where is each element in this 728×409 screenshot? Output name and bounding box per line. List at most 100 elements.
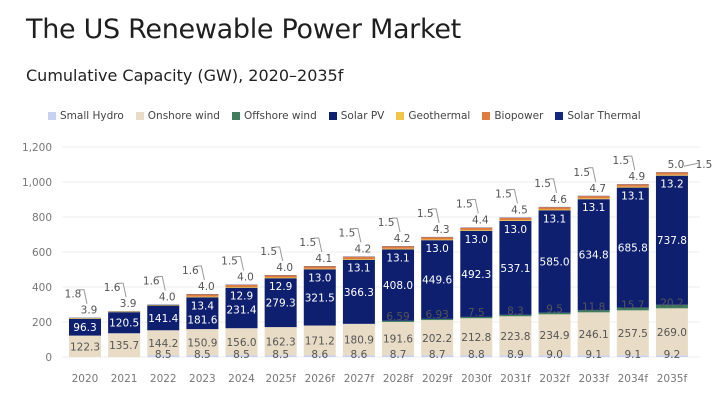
data-label-solar-thermal: 1.5 bbox=[378, 217, 395, 229]
data-label-small-hydro: 8.6 bbox=[311, 349, 328, 361]
data-label-solar-thermal: 1.5 bbox=[573, 167, 590, 179]
leader-line bbox=[352, 227, 362, 243]
data-label-geothermal: 4.2 bbox=[355, 243, 372, 255]
data-label-onshore-wind: 202.2 bbox=[422, 333, 452, 345]
bar-segment bbox=[225, 355, 258, 357]
bar-segment bbox=[147, 355, 180, 357]
bar-segment bbox=[147, 304, 180, 306]
legend-swatch bbox=[328, 112, 337, 120]
bar-segment bbox=[499, 314, 532, 317]
bar-segment bbox=[186, 297, 219, 330]
x-tick-label: 2024 bbox=[228, 373, 255, 385]
data-label-solar-thermal: 1.5 bbox=[260, 246, 277, 258]
bar-segment bbox=[538, 210, 571, 313]
data-label-onshore-wind: 246.1 bbox=[579, 329, 609, 341]
data-label-solar-pv: 366.3 bbox=[344, 287, 374, 299]
data-label-geothermal: 4.2 bbox=[394, 233, 411, 245]
data-label-geothermal: 4.5 bbox=[511, 205, 528, 217]
bar-segment bbox=[421, 320, 454, 356]
data-label-solar-pv: 120.5 bbox=[109, 318, 139, 330]
bar-segment bbox=[421, 239, 454, 241]
bar-segment bbox=[382, 248, 415, 250]
bar-segment bbox=[460, 227, 493, 230]
data-label-biopower: 13.1 bbox=[386, 252, 409, 264]
bar-segment bbox=[460, 355, 493, 357]
data-label-biopower: 13.0 bbox=[504, 224, 527, 236]
data-label-geothermal: 4.4 bbox=[472, 214, 489, 226]
y-tick-label: 0 bbox=[45, 352, 52, 364]
x-tick-label: 2033f bbox=[578, 373, 609, 385]
data-label-solar-pv: 279.3 bbox=[266, 298, 296, 310]
data-label-solar-thermal: 1.6 bbox=[143, 276, 160, 288]
bar-segment bbox=[382, 321, 415, 356]
data-label-onshore-wind: 223.8 bbox=[500, 331, 530, 343]
data-label-solar-pv: 408.0 bbox=[383, 280, 413, 292]
data-label-biopower: 13.0 bbox=[308, 272, 331, 284]
bar-segment bbox=[538, 209, 571, 211]
data-label-biopower: 13.1 bbox=[582, 202, 605, 214]
legend-item: Solar PV bbox=[328, 110, 384, 122]
data-label-small-hydro: 9.0 bbox=[546, 349, 563, 361]
bar-segment bbox=[655, 172, 688, 175]
legend: Small Hydro Onshore wind Offshore wind Sola… bbox=[48, 110, 641, 122]
bar-segment bbox=[69, 318, 101, 319]
leader-line bbox=[392, 217, 401, 233]
legend-swatch bbox=[135, 112, 144, 120]
bar-segment bbox=[186, 355, 219, 357]
bar-segment bbox=[225, 328, 258, 356]
bar-segment bbox=[147, 330, 180, 356]
legend-item: Biopower bbox=[482, 110, 543, 122]
data-label-biopower: 12.9 bbox=[230, 291, 253, 303]
bar-segment bbox=[342, 259, 375, 260]
data-label-geothermal: 4.7 bbox=[589, 183, 606, 195]
data-label-solar-thermal: 1.5 bbox=[612, 155, 629, 167]
bar-segment bbox=[264, 278, 297, 328]
data-label-offshore-wind: 9.5 bbox=[546, 303, 563, 315]
data-label-onshore-wind: 156.0 bbox=[226, 337, 256, 349]
bar-segment bbox=[499, 220, 532, 315]
data-label-biopower: 13.0 bbox=[425, 243, 448, 255]
data-label-onshore-wind: 144.2 bbox=[148, 338, 178, 350]
bar-segment bbox=[460, 229, 493, 231]
y-tick-label: 200 bbox=[32, 317, 52, 329]
leader-line bbox=[235, 255, 245, 271]
data-label-small-hydro: 8.5 bbox=[272, 349, 289, 361]
data-label-geothermal: 3.9 bbox=[120, 298, 137, 310]
data-label-small-hydro: 8.5 bbox=[194, 349, 211, 361]
bar-segment bbox=[577, 310, 610, 313]
bar-segment bbox=[303, 269, 336, 326]
bar-segment bbox=[342, 323, 375, 356]
data-label-small-hydro: 8.7 bbox=[429, 349, 446, 361]
bar-segment bbox=[421, 240, 454, 319]
bar-segment bbox=[460, 318, 493, 356]
data-label-solar-thermal: 1.5 bbox=[456, 198, 473, 210]
bar-segment bbox=[616, 307, 649, 311]
data-label-solar-thermal: 1.5 bbox=[299, 237, 316, 249]
bar-segment bbox=[342, 355, 375, 357]
data-label-geothermal: 3.9 bbox=[81, 305, 98, 317]
legend-item: Offshore wind bbox=[231, 110, 317, 122]
bar-segment bbox=[538, 355, 571, 357]
bar-segment bbox=[655, 308, 688, 356]
bar-segment bbox=[303, 266, 336, 269]
data-label-biopower: 12.9 bbox=[269, 281, 292, 293]
bar-segment bbox=[499, 217, 532, 221]
data-label-small-hydro: 9.2 bbox=[664, 349, 681, 361]
bar-segment bbox=[655, 174, 688, 176]
data-label-offshore-wind: 8.3 bbox=[507, 305, 524, 317]
bar-segment bbox=[616, 310, 649, 356]
x-tick-label: 2035f bbox=[657, 373, 688, 385]
data-label-onshore-wind: 150.9 bbox=[187, 337, 217, 349]
data-label-offshore-wind: 15.7 bbox=[621, 299, 644, 311]
bar-segment bbox=[108, 333, 141, 357]
bar-segment bbox=[264, 277, 297, 279]
x-tick-label: 2026f bbox=[305, 373, 336, 385]
data-label-solar-pv: 737.8 bbox=[657, 235, 687, 247]
bar-segment bbox=[499, 355, 532, 357]
legend-swatch bbox=[555, 112, 564, 120]
data-label-small-hydro: 8.8 bbox=[468, 349, 485, 361]
bar-segment bbox=[616, 187, 649, 308]
leader-line bbox=[157, 276, 166, 291]
data-label-solar-pv: 585.0 bbox=[540, 256, 570, 268]
data-label-onshore-wind: 191.6 bbox=[383, 334, 413, 346]
